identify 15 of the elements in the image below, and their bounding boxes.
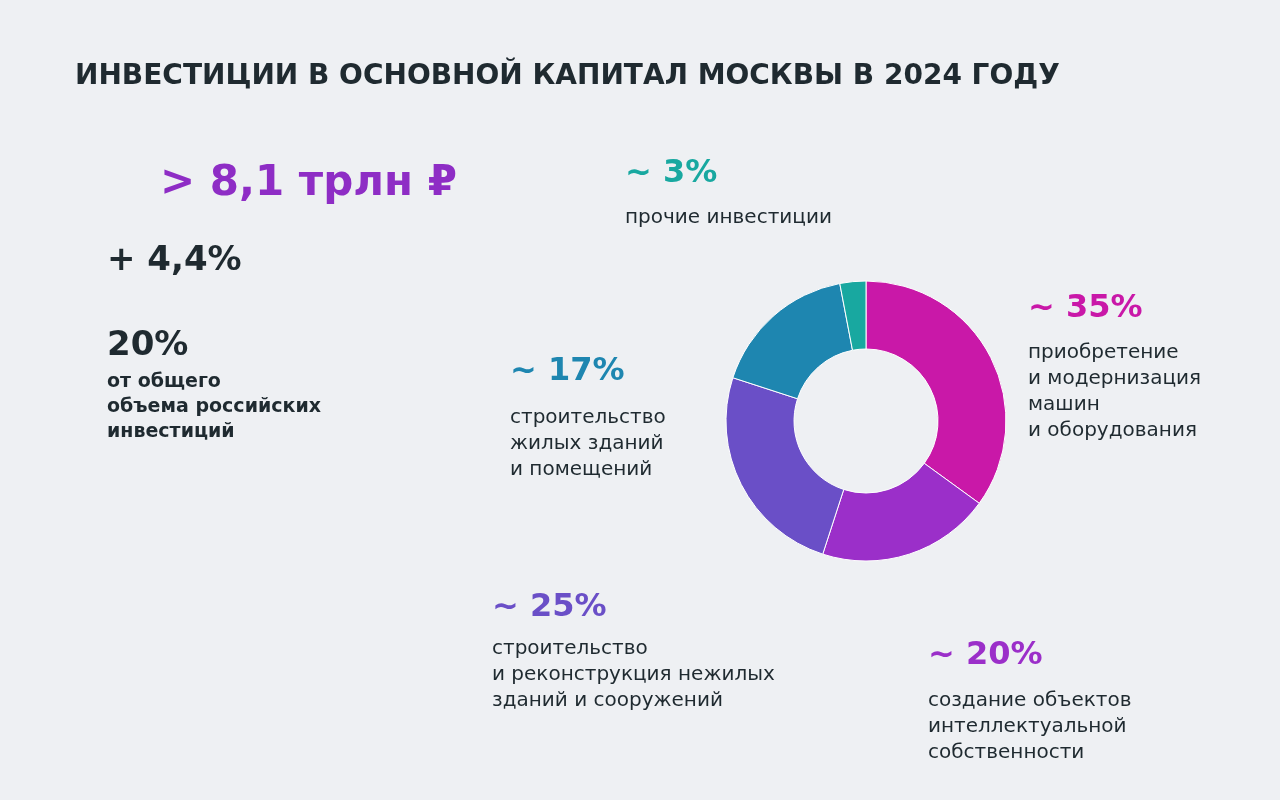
- text: 20%: [107, 323, 189, 363]
- slice-label: приобретение и модернизация машин и оборудования: [1028, 339, 1202, 441]
- slice-label: строительство и реконструкция нежилых зданий и сооружений: [492, 635, 775, 711]
- data-label: ~ 20%: [928, 634, 1043, 672]
- data-label: ~ 35%: [1028, 287, 1143, 325]
- text: > 8,1 трлн ₽: [160, 156, 457, 205]
- slice-label: строительство жилых зданий и помещений: [510, 404, 666, 480]
- data-label: ~ 25%: [492, 586, 607, 624]
- data-label: ~ 17%: [510, 350, 625, 388]
- slice-label: создание объектов интеллектуальной собственности: [928, 687, 1132, 763]
- slice-label: прочие инвестиции: [625, 204, 832, 228]
- data-label: ~ 3%: [625, 152, 718, 190]
- chart-title: ИНВЕСТИЦИИ В ОСНОВНОЙ КАПИТАЛ МОСКВЫ В 2024 ГОДУ: [75, 57, 1060, 91]
- text: + 4,4%: [107, 238, 242, 278]
- text: от общего объема российских инвестиций: [107, 369, 321, 441]
